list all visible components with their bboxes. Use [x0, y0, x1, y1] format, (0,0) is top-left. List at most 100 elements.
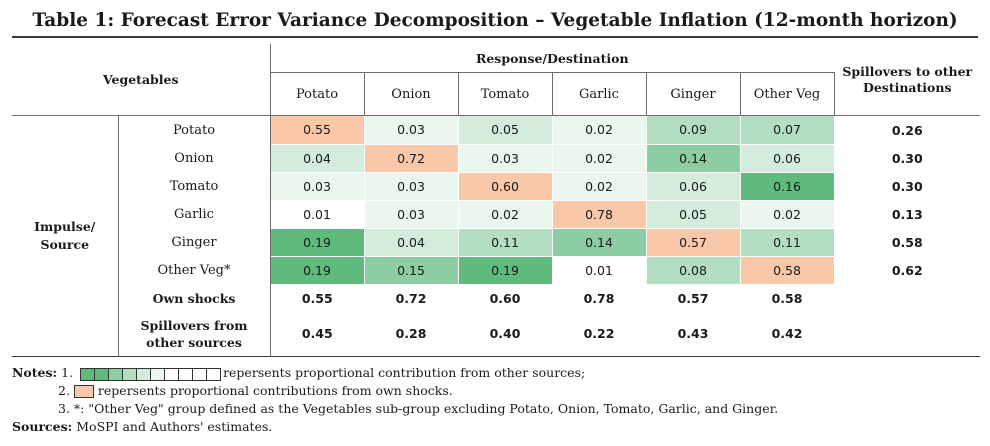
legend-swatch — [80, 367, 96, 381]
impulse-label-line1: Impulse/ — [34, 218, 96, 234]
notes-prefix: Notes: — [12, 365, 58, 380]
spillovers-from-value: 0.40 — [489, 326, 521, 342]
spillover-cell: 0.03 — [363, 171, 459, 201]
row-label: Ginger — [118, 228, 271, 256]
spillover-cell: 0.19 — [269, 227, 365, 257]
spillover-to-value: 0.13 — [891, 206, 923, 222]
notes: Notes: 1. repersents proportional contri… — [12, 364, 980, 436]
spillover-cell: 0.16 — [739, 171, 835, 201]
table-row: Onion 0.04 0.72 0.03 0.02 0.14 0.06 0.30 — [12, 143, 980, 173]
sources: Sources: MoSPI and Authors' estimates. — [12, 418, 980, 436]
note-2-text: repersents proportional contributions fr… — [97, 383, 453, 398]
spillovers-from-value: 0.42 — [771, 326, 803, 342]
spillovers-from-line2: other sources — [146, 334, 242, 350]
sources-label: Sources: — [12, 419, 73, 434]
spillovers-from-value: 0.45 — [301, 326, 333, 342]
column-header: Other Veg — [740, 72, 835, 116]
spillover-cell: 0.04 — [269, 143, 365, 173]
own-shocks-label: Own shocks — [118, 284, 271, 312]
spillovers-from-label: Spillovers from other sources — [118, 312, 271, 356]
spillover-to-value: 0.26 — [891, 122, 923, 138]
row-label: Other Veg* — [118, 256, 271, 284]
own-shock-cell: 0.55 — [269, 115, 365, 145]
note-2: 2. repersents proportional contributions… — [12, 382, 980, 400]
column-header: Potato — [270, 72, 365, 116]
legend-swatch — [206, 367, 222, 381]
spillover-to-value: 0.30 — [891, 178, 923, 194]
vegetables-header: Vegetables — [12, 44, 271, 116]
spillover-cell: 0.03 — [363, 199, 459, 229]
spillover-to-value: 0.62 — [891, 262, 923, 278]
legend-swatch — [150, 367, 166, 381]
green-scale-legend — [80, 367, 222, 381]
response-header: Response/Destination — [270, 44, 834, 73]
spillover-cell: 0.14 — [645, 143, 741, 173]
spillover-cell: 0.02 — [551, 115, 647, 145]
legend-swatch — [192, 367, 208, 381]
legend-swatch — [136, 367, 152, 381]
fevd-table: Vegetables Response/Destination Spillove… — [12, 44, 980, 357]
spillover-cell: 0.11 — [739, 227, 835, 257]
table-row: Impulse/Source Potato 0.55 0.03 0.05 0.02 0.09… — [12, 115, 980, 356]
spillovers-from-value: 0.22 — [583, 326, 615, 342]
sources-text: MoSPI and Authors' estimates. — [76, 419, 273, 434]
column-header: Tomato — [458, 72, 553, 116]
spillover-cell: 0.07 — [739, 115, 835, 145]
column-header: Onion — [364, 72, 459, 116]
spillovers-to-header: Spillovers to other Destinations — [834, 44, 980, 116]
spillover-cell: 0.08 — [645, 255, 741, 285]
spillover-cell: 0.04 — [363, 227, 459, 257]
spillover-cell: 0.15 — [363, 255, 459, 285]
spillover-cell: 0.01 — [551, 255, 647, 285]
spillovers-from-line1: Spillovers from — [140, 317, 248, 333]
own-shocks-value: 0.55 — [301, 290, 333, 306]
own-shock-cell: 0.58 — [739, 255, 835, 285]
own-shock-swatch — [73, 385, 94, 398]
spillover-cell: 0.19 — [457, 255, 553, 285]
own-shocks-value: 0.72 — [395, 290, 427, 306]
note-2-number: 2. — [58, 383, 70, 398]
spillover-cell: 0.05 — [457, 115, 553, 145]
spillovers-from-value: 0.28 — [395, 326, 427, 342]
impulse-label-line2: Source — [40, 236, 90, 252]
spillovers-from-row: Spillovers from other sources 0.45 0.28 0.40… — [12, 312, 980, 356]
own-shocks-value: 0.78 — [583, 290, 615, 306]
table-row: Other Veg* 0.19 0.15 0.19 0.01 0.08 0.58 0.62 — [12, 255, 980, 285]
own-shock-cell: 0.60 — [457, 171, 553, 201]
spillover-cell: 0.03 — [457, 143, 553, 173]
spillover-to-value: 0.30 — [891, 150, 923, 166]
own-shock-cell: 0.78 — [551, 199, 647, 229]
spillover-cell: 0.05 — [645, 199, 741, 229]
spillover-cell: 0.02 — [739, 199, 835, 229]
own-shocks-value: 0.58 — [771, 290, 803, 306]
spillover-cell: 0.03 — [363, 115, 459, 145]
note-1: Notes: 1. repersents proportional contri… — [12, 364, 980, 382]
table-row: Tomato 0.03 0.03 0.60 0.02 0.06 0.16 0.30 — [12, 171, 980, 201]
spillover-cell: 0.03 — [269, 171, 365, 201]
spillover-cell: 0.01 — [269, 199, 365, 229]
legend-swatch — [122, 367, 138, 381]
column-header: Garlic — [552, 72, 647, 116]
note-3-text: *: "Other Veg" group defined as the Vege… — [73, 401, 779, 416]
spillover-cell: 0.11 — [457, 227, 553, 257]
table-title: Table 1: Forecast Error Variance Decompo… — [12, 6, 978, 38]
own-shocks-value: 0.60 — [489, 290, 521, 306]
note-1-text: repersents proportional contribution fro… — [223, 365, 586, 380]
spillover-cell: 0.19 — [269, 255, 365, 285]
legend-swatch — [164, 367, 180, 381]
column-header: Ginger — [646, 72, 741, 116]
spillover-cell: 0.06 — [739, 143, 835, 173]
own-shock-cell: 0.72 — [363, 143, 459, 173]
legend-swatch — [178, 367, 194, 381]
row-label: Garlic — [118, 200, 271, 228]
own-shocks-value: 0.57 — [677, 290, 709, 306]
spillover-cell: 0.02 — [551, 143, 647, 173]
legend-swatch — [108, 367, 124, 381]
row-label: Tomato — [118, 172, 271, 200]
note-3-number: 3. — [58, 401, 70, 416]
spillover-cell: 0.14 — [551, 227, 647, 257]
impulse-source-label: Impulse/Source — [12, 115, 119, 356]
own-shocks-row: Own shocks 0.55 0.72 0.60 0.78 0.57 0.58 — [12, 284, 980, 312]
legend-swatch — [94, 367, 110, 381]
row-label: Onion — [118, 144, 271, 172]
